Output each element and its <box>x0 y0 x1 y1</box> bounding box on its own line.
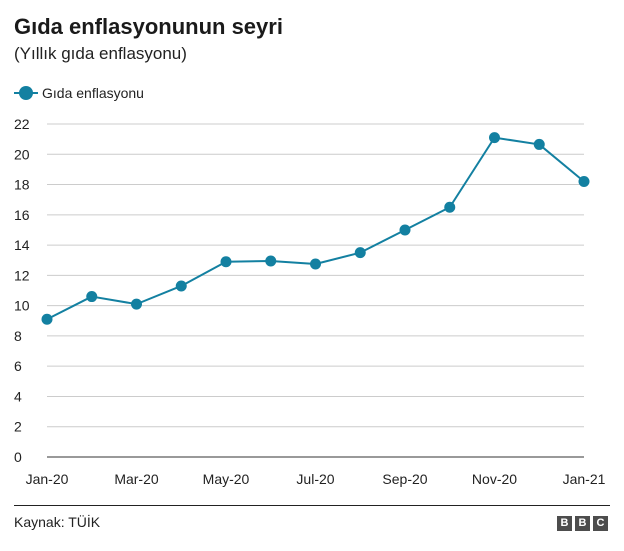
legend-label: Gıda enflasyonu <box>42 85 144 101</box>
legend: Gıda enflasyonu <box>14 83 144 103</box>
chart-title: Gıda enflasyonunun seyri <box>14 14 283 39</box>
logo-letter: B <box>557 516 572 531</box>
data-point <box>489 132 500 144</box>
line-chart: 0 2 4 6 8 10 12 14 16 18 20 22 Jan-20 Mar-20 May-20 Jul… <box>14 116 606 487</box>
y-tick-label: 22 <box>14 116 30 132</box>
x-tick-label: Jul-20 <box>296 471 334 487</box>
data-point <box>354 247 366 259</box>
data-point <box>131 298 142 310</box>
y-tick-label: 0 <box>14 449 22 465</box>
y-tick-label: 8 <box>14 328 22 344</box>
x-tick-label: Mar-20 <box>114 471 159 487</box>
bbc-logo: B B C <box>557 516 608 531</box>
data-point <box>220 256 232 268</box>
y-tick-label: 18 <box>14 177 30 193</box>
data-point <box>41 313 53 325</box>
y-tick-label: 10 <box>14 298 30 314</box>
y-tick-label: 12 <box>14 267 30 283</box>
data-point <box>533 138 545 150</box>
y-tick-label: 2 <box>14 419 22 435</box>
logo-letter: C <box>593 516 608 531</box>
source-note: Kaynak: TÜİK <box>14 514 101 530</box>
x-tick-label: Jan-21 <box>563 471 606 487</box>
x-tick-label: May-20 <box>203 471 250 487</box>
data-point <box>265 255 277 267</box>
data-point <box>578 176 590 188</box>
y-tick-label: 6 <box>14 358 22 374</box>
chart-subtitle: (Yıllık gıda enflasyonu) <box>14 44 187 63</box>
footer-divider <box>14 505 610 506</box>
series-line <box>46 136 585 321</box>
data-point <box>444 201 456 213</box>
y-tick-label: 14 <box>14 237 30 253</box>
y-tick-label: 4 <box>14 388 22 404</box>
x-tick-label: Nov-20 <box>472 471 517 487</box>
data-point <box>86 291 98 303</box>
data-point <box>399 224 411 236</box>
data-point <box>175 280 187 292</box>
y-tick-label: 16 <box>14 207 30 223</box>
legend-marker-icon <box>14 83 38 103</box>
y-tick-label: 20 <box>14 146 30 162</box>
x-tick-label: Sep-20 <box>382 471 427 487</box>
logo-letter: B <box>575 516 590 531</box>
x-tick-label: Jan-20 <box>26 471 69 487</box>
data-point <box>310 258 321 270</box>
